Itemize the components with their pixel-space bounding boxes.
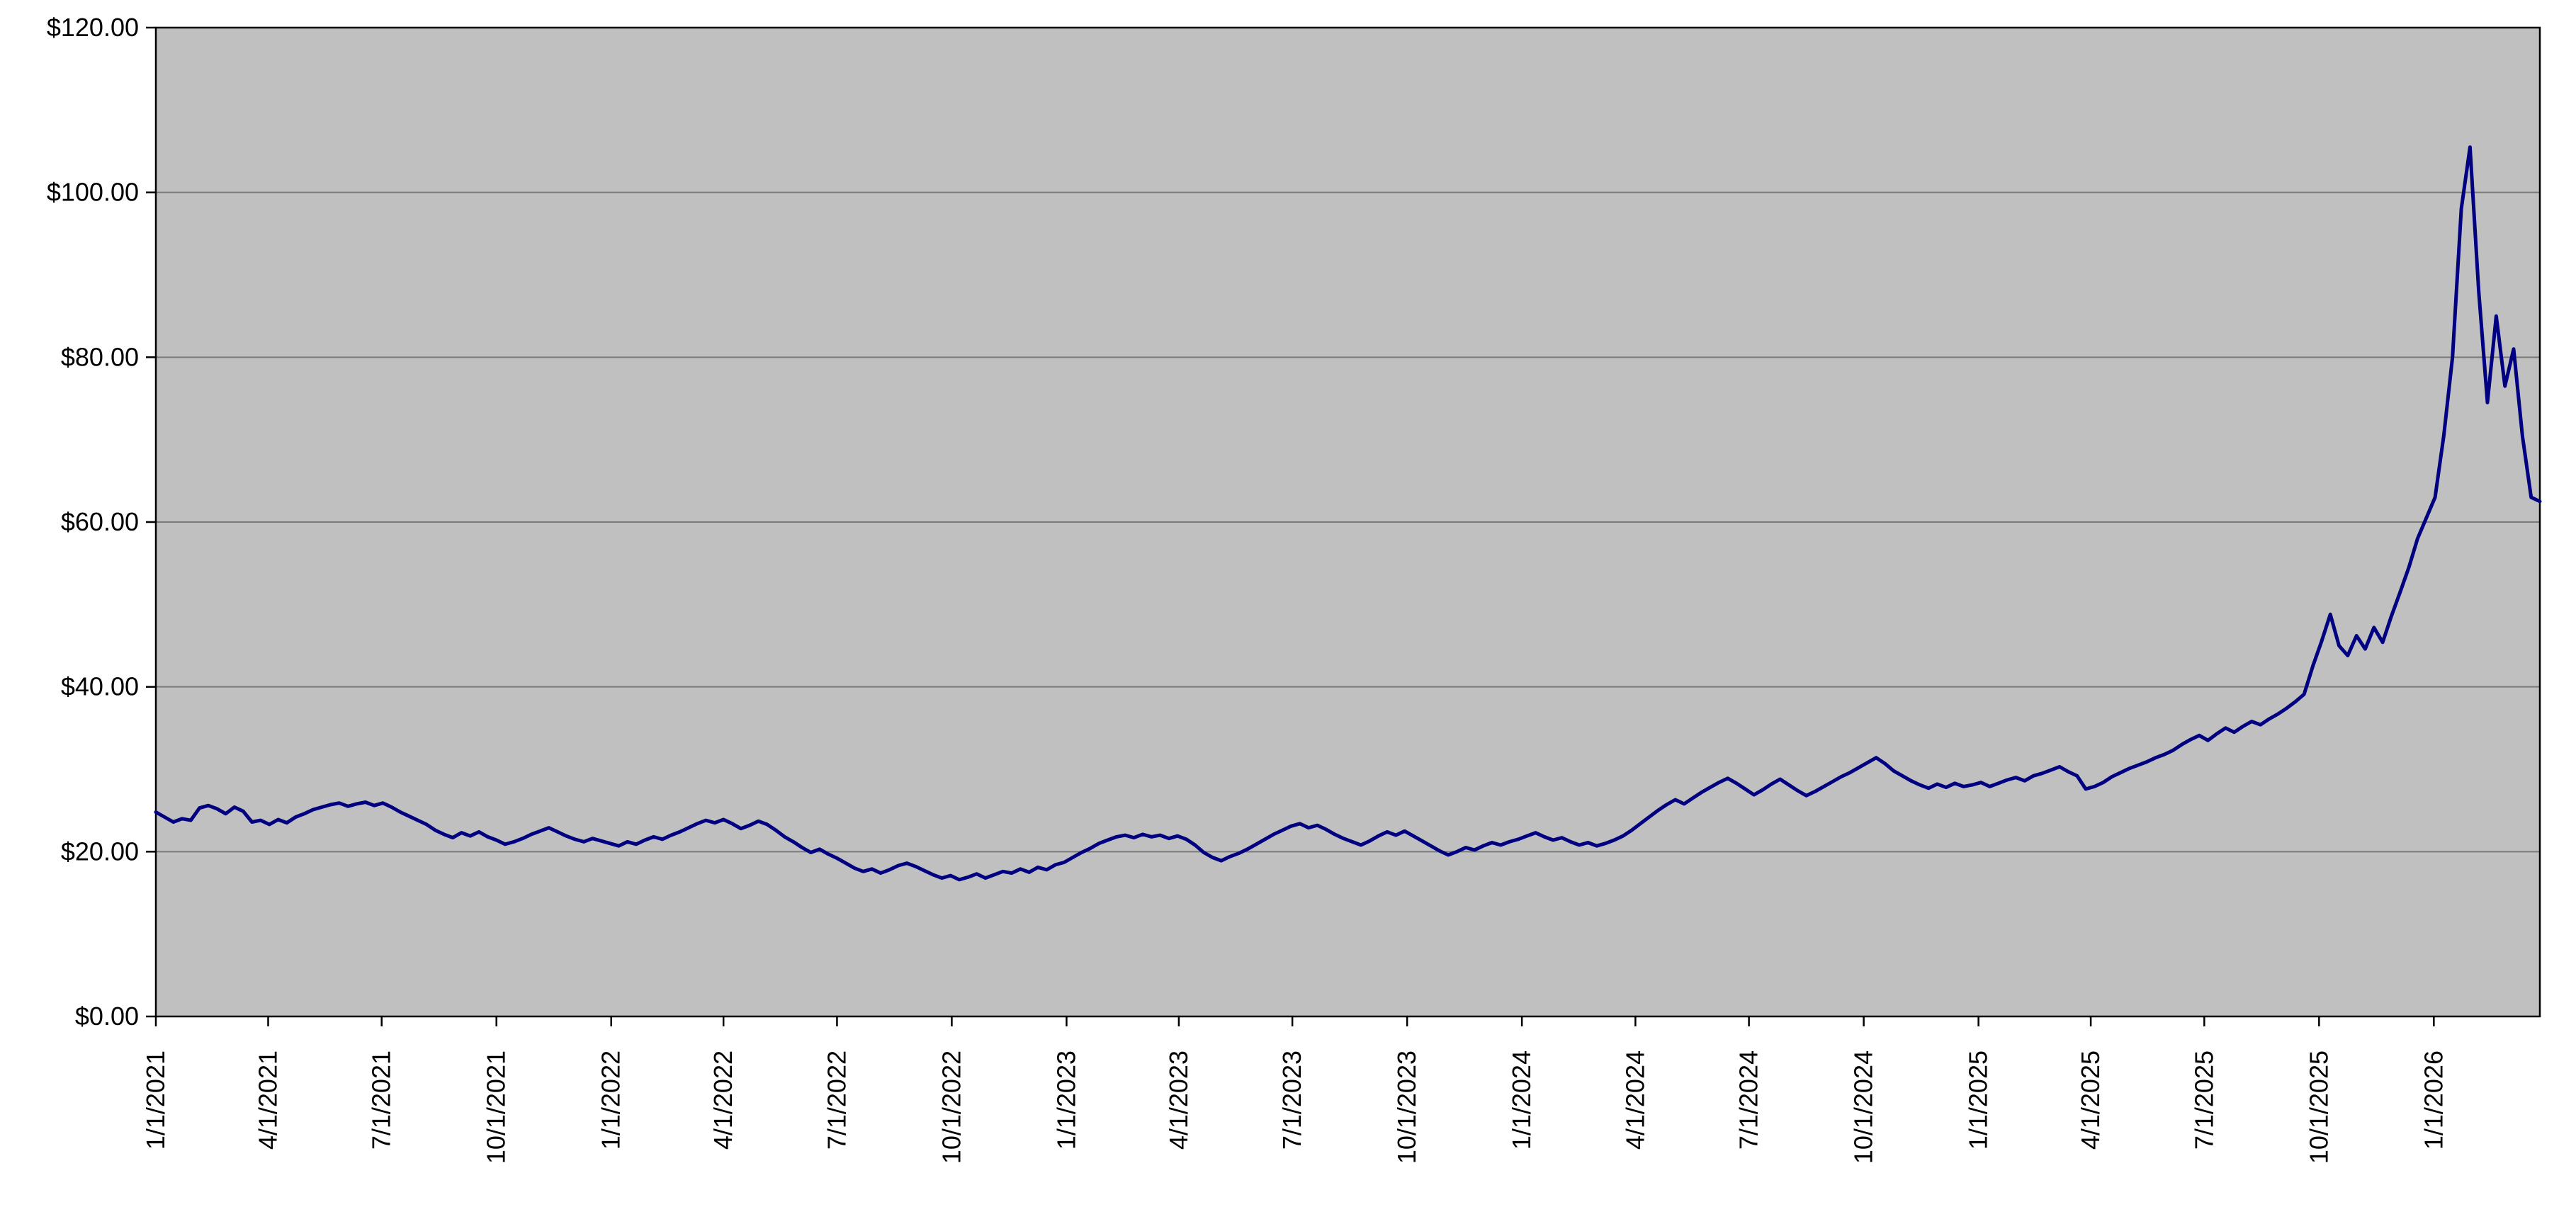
x-axis: 1/1/2021 4/1/2021 7/1/2021 10/1/2021 1/1/202… [141, 1016, 2448, 1164]
svg-text:7/1/2022: 7/1/2022 [822, 1050, 851, 1150]
svg-text:7/1/2025: 7/1/2025 [2189, 1050, 2218, 1150]
svg-text:$40.00: $40.00 [61, 672, 139, 701]
price-series-line [154, 145, 2542, 882]
svg-text:1/1/2025: 1/1/2025 [1964, 1050, 1993, 1150]
svg-text:1/1/2021: 1/1/2021 [141, 1050, 170, 1150]
plot-border [154, 26, 2541, 1018]
svg-text:10/1/2024: 10/1/2024 [1849, 1050, 1878, 1164]
svg-text:7/1/2023: 7/1/2023 [1277, 1050, 1306, 1150]
svg-text:$100.00: $100.00 [47, 178, 139, 207]
svg-text:7/1/2021: 7/1/2021 [367, 1050, 396, 1150]
svg-text:4/1/2025: 4/1/2025 [2076, 1050, 2105, 1150]
svg-text:1/1/2024: 1/1/2024 [1507, 1050, 1536, 1150]
svg-text:4/1/2024: 4/1/2024 [1620, 1050, 1649, 1150]
svg-text:$120.00: $120.00 [47, 13, 139, 42]
svg-text:1/1/2022: 1/1/2022 [597, 1050, 626, 1150]
svg-text:$0.00: $0.00 [75, 1002, 139, 1031]
svg-text:10/1/2025: 10/1/2025 [2304, 1050, 2333, 1164]
svg-text:7/1/2024: 7/1/2024 [1734, 1050, 1763, 1150]
svg-text:$80.00: $80.00 [61, 342, 139, 371]
svg-text:1/1/2026: 1/1/2026 [2419, 1050, 2448, 1150]
svg-text:4/1/2023: 4/1/2023 [1164, 1050, 1193, 1150]
svg-text:4/1/2022: 4/1/2022 [708, 1050, 738, 1150]
svg-text:4/1/2021: 4/1/2021 [253, 1050, 282, 1150]
svg-text:$60.00: $60.00 [61, 507, 139, 536]
y-axis: $0.00 $20.00 $40.00 $60.00 $80.00 $100.00 $120… [47, 13, 156, 1031]
svg-text:10/1/2022: 10/1/2022 [937, 1050, 966, 1164]
svg-text:1/1/2023: 1/1/2023 [1051, 1050, 1080, 1150]
svg-text:$20.00: $20.00 [61, 837, 139, 866]
svg-text:10/1/2023: 10/1/2023 [1392, 1050, 1421, 1164]
svg-text:10/1/2021: 10/1/2021 [482, 1050, 511, 1164]
